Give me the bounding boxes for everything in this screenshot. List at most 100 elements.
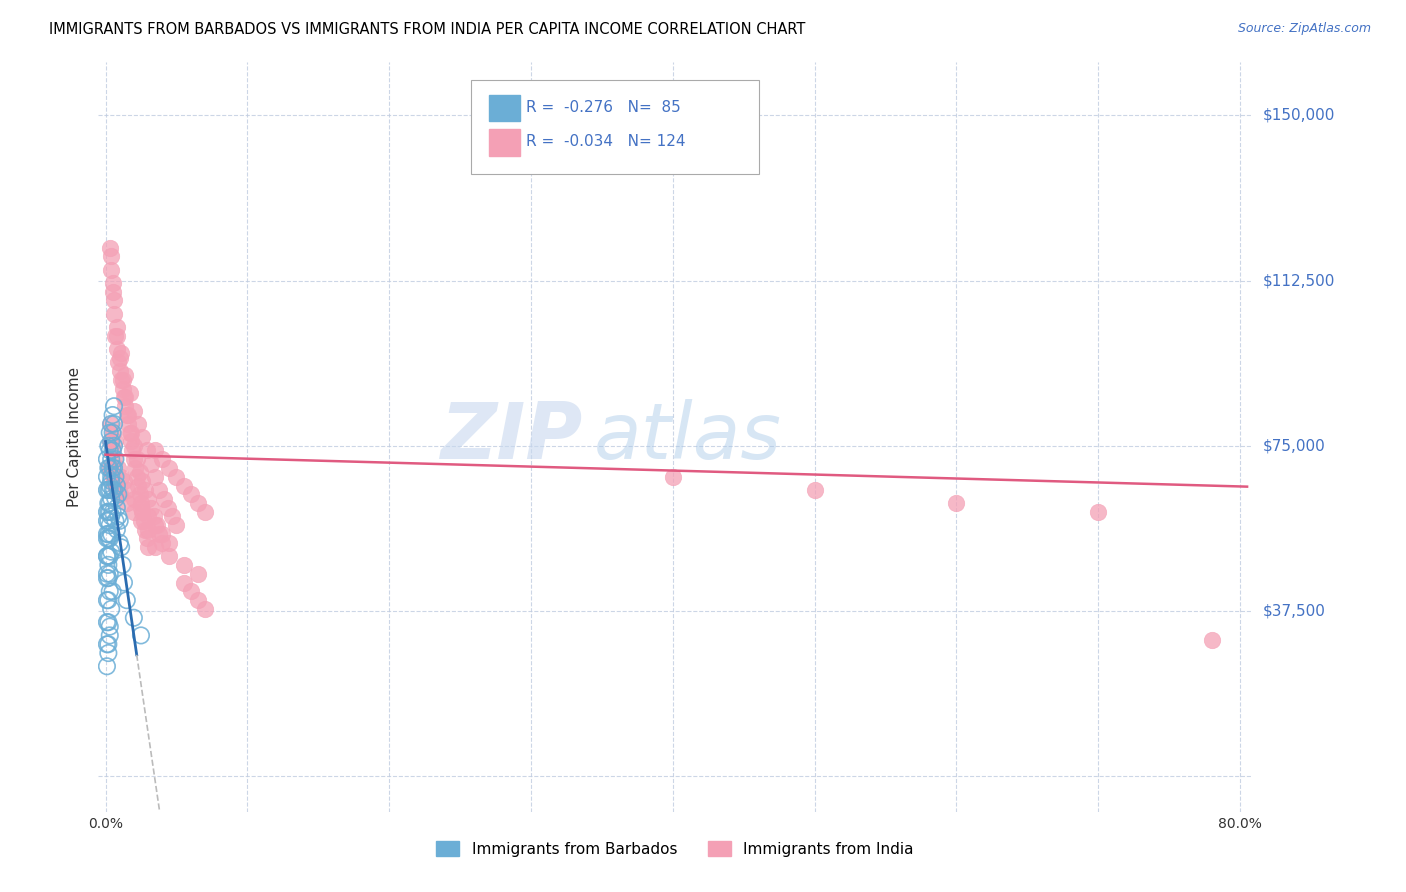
Point [96, 514, 118, 528]
Point [97, 593, 120, 607]
Point [96, 571, 118, 585]
Point [105, 483, 128, 497]
Point [103, 483, 125, 497]
Point [114, 391, 136, 405]
Point [98, 505, 121, 519]
Point [150, 452, 173, 467]
Point [97, 549, 120, 563]
Point [143, 469, 166, 483]
Point [110, 373, 132, 387]
Point [115, 483, 138, 497]
Point [1087, 505, 1109, 519]
Point [96, 593, 118, 607]
Point [108, 351, 131, 365]
Point [98, 532, 121, 546]
Point [96, 549, 118, 563]
Point [104, 328, 127, 343]
Point [97, 571, 120, 585]
Point [108, 364, 131, 378]
Point [105, 523, 128, 537]
Point [97, 461, 120, 475]
Point [111, 382, 134, 396]
Point [100, 527, 122, 541]
Point [96, 505, 118, 519]
Point [97, 558, 120, 572]
Point [134, 483, 156, 497]
Point [173, 575, 195, 590]
Point [135, 532, 157, 546]
Point [98, 483, 121, 497]
Point [98, 628, 121, 642]
Point [98, 478, 121, 492]
Point [121, 443, 143, 458]
Point [101, 425, 124, 440]
Legend: Immigrants from Barbados, Immigrants from India: Immigrants from Barbados, Immigrants fro… [436, 840, 914, 856]
Text: atlas: atlas [595, 399, 782, 475]
Point [114, 399, 136, 413]
Point [96, 659, 118, 673]
Point [100, 474, 122, 488]
Text: R =  -0.034   N= 124: R = -0.034 N= 124 [526, 135, 685, 149]
Point [115, 496, 138, 510]
Point [103, 307, 125, 321]
Point [120, 425, 142, 440]
Point [120, 434, 142, 449]
Point [96, 532, 118, 546]
Point [132, 514, 155, 528]
Point [122, 403, 145, 417]
Point [104, 469, 127, 483]
Point [118, 386, 141, 401]
Point [122, 439, 145, 453]
Point [105, 342, 128, 356]
Point [97, 532, 120, 546]
Point [180, 584, 202, 599]
Point [97, 637, 120, 651]
Point [157, 461, 180, 475]
Point [100, 249, 122, 263]
Text: $37,500: $37,500 [1263, 604, 1326, 619]
Point [131, 505, 153, 519]
Point [143, 443, 166, 458]
Point [136, 509, 159, 524]
Point [98, 461, 121, 475]
Point [107, 487, 129, 501]
Point [117, 417, 139, 431]
Point [112, 391, 135, 405]
Point [96, 566, 118, 581]
Point [101, 584, 124, 599]
Point [945, 496, 967, 510]
Point [136, 491, 159, 506]
Point [173, 558, 195, 572]
Point [98, 434, 121, 449]
Point [194, 505, 217, 519]
Point [122, 452, 145, 467]
Y-axis label: Per Capita Income: Per Capita Income [67, 367, 83, 508]
Point [1201, 632, 1223, 647]
Point [107, 509, 129, 524]
Point [173, 478, 195, 492]
Point [103, 293, 125, 308]
Point [103, 417, 125, 431]
Point [97, 527, 120, 541]
Point [157, 536, 180, 550]
Point [98, 443, 121, 458]
Point [136, 523, 159, 537]
Point [803, 483, 825, 497]
Point [97, 496, 120, 510]
Point [97, 514, 120, 528]
Point [661, 469, 683, 483]
Point [101, 276, 124, 290]
Point [104, 452, 127, 467]
Point [98, 425, 121, 440]
Point [97, 439, 120, 453]
Point [96, 637, 118, 651]
Point [127, 478, 149, 492]
Point [124, 461, 146, 475]
Point [98, 496, 121, 510]
Point [98, 518, 121, 533]
Point [104, 478, 127, 492]
Point [150, 527, 173, 541]
Point [96, 469, 118, 483]
Point [104, 434, 127, 449]
Point [125, 452, 148, 467]
